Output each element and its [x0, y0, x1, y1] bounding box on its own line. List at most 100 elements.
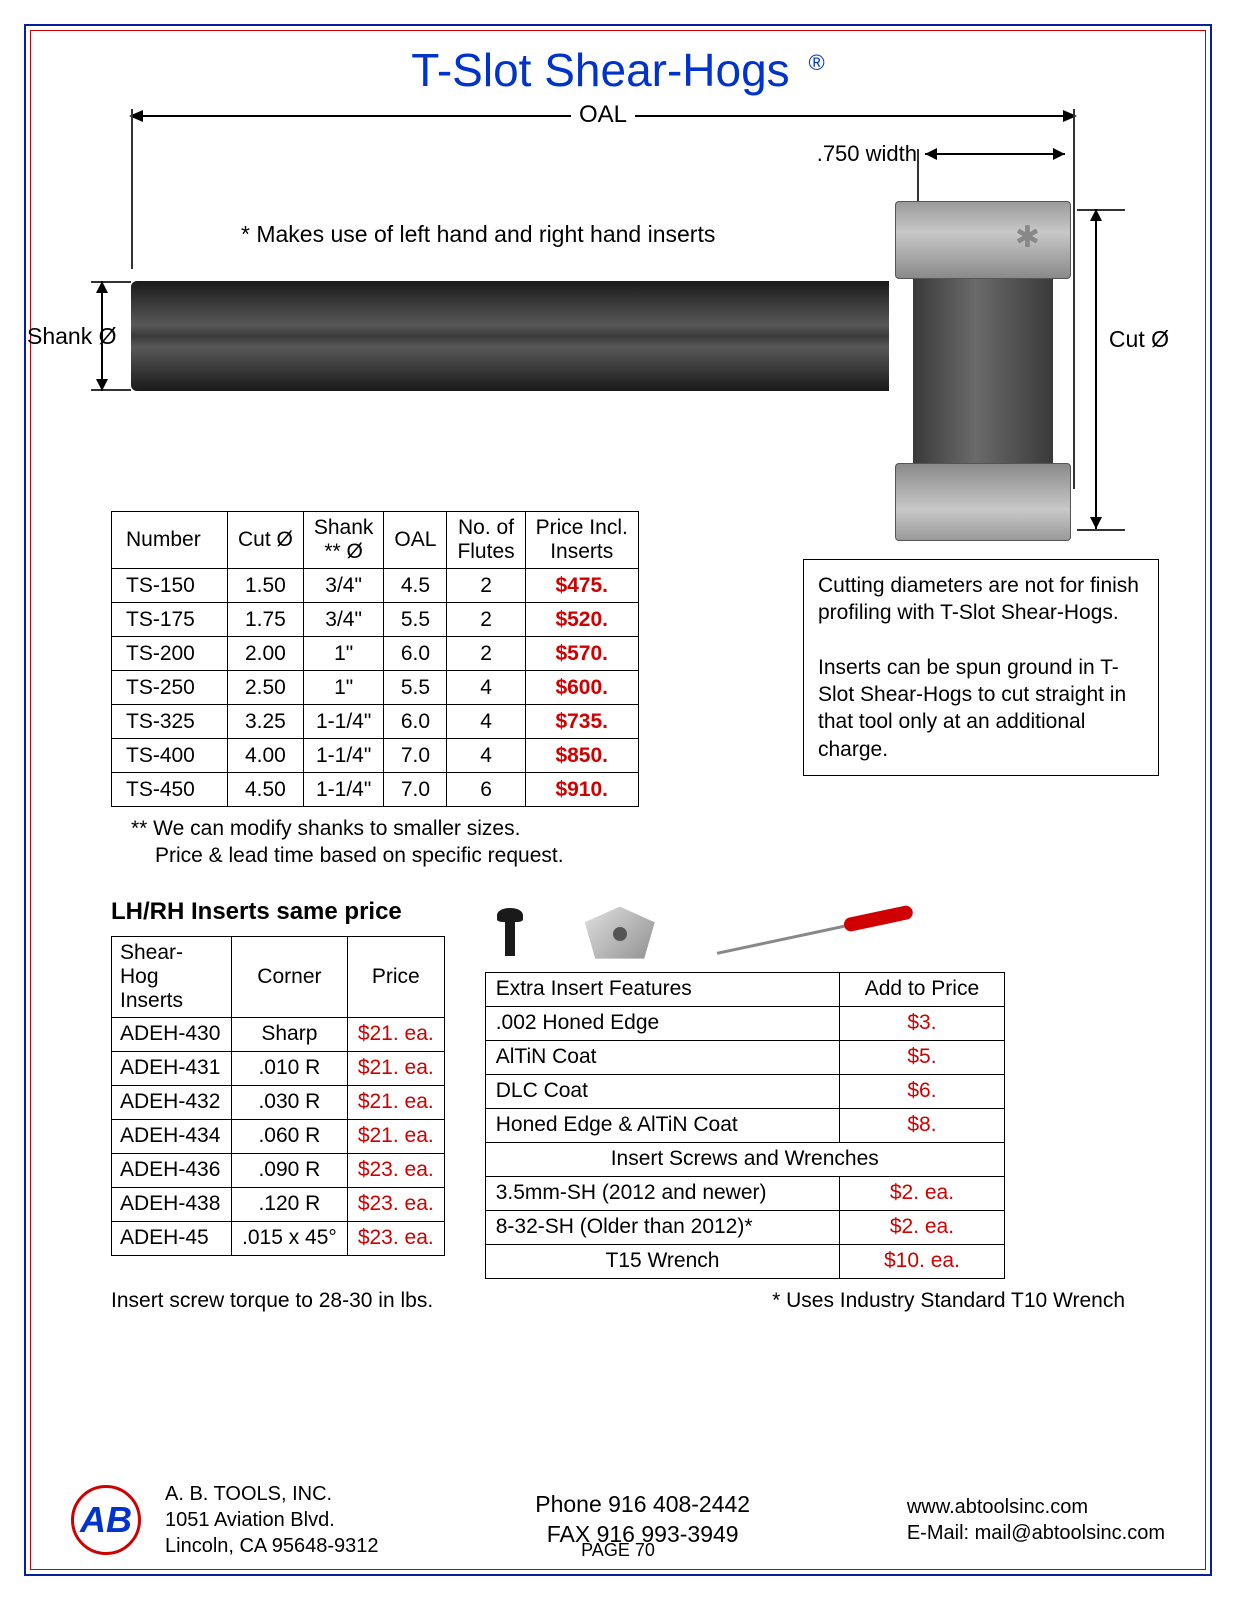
table-cell: 4.5	[384, 569, 447, 603]
table-cell: 6	[447, 773, 525, 807]
table-cell: 5.5	[384, 671, 447, 705]
table-cell: .090 R	[232, 1153, 348, 1187]
table-cell: 4.50	[228, 773, 304, 807]
table-cell: ADEH-431	[112, 1051, 232, 1085]
table-cell: 1.75	[228, 603, 304, 637]
table-cell: ADEH-430	[112, 1017, 232, 1051]
table-cell: 7.0	[384, 773, 447, 807]
main-spec-table: NumberCut ØShank** ØOALNo. ofFlutesPrice…	[111, 511, 639, 807]
table-cell: 8-32-SH (Older than 2012)*	[485, 1210, 839, 1244]
phone: Phone 916 408-2442	[403, 1490, 883, 1520]
table-row: ADEH-431.010 R$21. ea.	[112, 1051, 445, 1085]
table-cell: DLC Coat	[485, 1074, 839, 1108]
table-cell: Sharp	[232, 1017, 348, 1051]
column-header: Price Incl.Inserts	[525, 512, 638, 569]
table-cell: $23. ea.	[347, 1221, 444, 1255]
table-row: ADEH-432.030 R$21. ea.	[112, 1085, 445, 1119]
product-icons	[495, 898, 1165, 968]
footnote-line-1: ** We can modify shanks to smaller sizes…	[131, 815, 1165, 842]
table-cell: 4.00	[228, 739, 304, 773]
table-cell: T15 Wrench	[485, 1244, 839, 1278]
page-frame: T-Slot Shear-Hogs ® OAL .750 width * Mak…	[24, 24, 1212, 1576]
table-header-row: Extra Insert Features Add to Price	[485, 972, 1004, 1006]
table-row: .002 Honed Edge$3.	[485, 1006, 1004, 1040]
table-cell: 2.50	[228, 671, 304, 705]
shank-graphic	[131, 281, 889, 391]
inserts-heading: LH/RH Inserts same price	[111, 898, 445, 926]
table-cell: 3.25	[228, 705, 304, 739]
features-table: Extra Insert Features Add to Price .002 …	[485, 972, 1005, 1279]
inserts-table: Shear-HogInsertsCornerPrice ADEH-430Shar…	[111, 936, 445, 1256]
column-header: Price	[347, 936, 444, 1017]
table-cell: 2	[447, 569, 525, 603]
table-cell: $21. ea.	[347, 1017, 444, 1051]
column-header: Cut Ø	[228, 512, 304, 569]
table-cell: $8.	[840, 1108, 1005, 1142]
table-cell: .002 Honed Edge	[485, 1006, 839, 1040]
table-cell: 1.50	[228, 569, 304, 603]
column-header: Shear-HogInserts	[112, 936, 232, 1017]
page-title: T-Slot Shear-Hogs ®	[71, 43, 1165, 97]
table-cell: 1-1/4"	[303, 773, 384, 807]
screws-section-header: Insert Screws and Wrenches	[485, 1142, 1004, 1176]
tool-diagram: OAL .750 width * Makes use of left hand …	[71, 101, 1165, 481]
column-header: Shank** Ø	[303, 512, 384, 569]
table-cell: $21. ea.	[347, 1051, 444, 1085]
wrench-note: * Uses Industry Standard T10 Wrench	[772, 1289, 1125, 1313]
table-row: 3.5mm-SH (2012 and newer)$2. ea.	[485, 1176, 1004, 1210]
table-cell: ADEH-434	[112, 1119, 232, 1153]
table-section-row: Insert Screws and Wrenches	[485, 1142, 1004, 1176]
table-cell: Honed Edge & AlTiN Coat	[485, 1108, 839, 1142]
column-header: Corner	[232, 936, 348, 1017]
table-row: TS-1501.503/4"4.52$475.	[112, 569, 639, 603]
dimension-width: .750 width	[817, 141, 1065, 167]
table-cell: .015 x 45°	[232, 1221, 348, 1255]
table-row: ADEH-430Sharp$21. ea.	[112, 1017, 445, 1051]
table-cell: 4	[447, 739, 525, 773]
table-header-row: Shear-HogInsertsCornerPrice	[112, 936, 445, 1017]
title-text: T-Slot Shear-Hogs	[411, 44, 789, 96]
table-cell: TS-250	[112, 671, 228, 705]
table-cell: .010 R	[232, 1051, 348, 1085]
table-cell: 7.0	[384, 739, 447, 773]
dimension-oal: OAL	[131, 101, 1075, 129]
table-cell: 1"	[303, 637, 384, 671]
address-line-1: 1051 Aviation Blvd.	[165, 1507, 379, 1533]
features-header-right: Add to Price	[840, 972, 1005, 1006]
side-note-box: Cutting diameters are not for finish pro…	[803, 559, 1159, 776]
width-label: .750 width	[817, 141, 917, 167]
table-cell: 3/4"	[303, 569, 384, 603]
table-row: ADEH-436.090 R$23. ea.	[112, 1153, 445, 1187]
table-row: TS-4504.501-1/4"7.06$910.	[112, 773, 639, 807]
screwdriver-icon	[716, 907, 914, 958]
table-cell: ADEH-432	[112, 1085, 232, 1119]
table-cell: .120 R	[232, 1187, 348, 1221]
table-row: ADEH-438.120 R$23. ea.	[112, 1187, 445, 1221]
table-cell: $2. ea.	[840, 1210, 1005, 1244]
table-cell: $23. ea.	[347, 1187, 444, 1221]
table-row: TS-2502.501"5.54$600.	[112, 671, 639, 705]
table-cell: $10. ea.	[840, 1244, 1005, 1278]
side-note-1: Cutting diameters are not for finish pro…	[818, 572, 1144, 627]
table-row: 8-32-SH (Older than 2012)*$2. ea.	[485, 1210, 1004, 1244]
table-row: Honed Edge & AlTiN Coat$8.	[485, 1108, 1004, 1142]
table-cell: $3.	[840, 1006, 1005, 1040]
shank-label: Shank Ø	[27, 323, 117, 350]
table-row: DLC Coat$6.	[485, 1074, 1004, 1108]
table-cell: 1-1/4"	[303, 705, 384, 739]
table-cell: TS-150	[112, 569, 228, 603]
table-cell: TS-325	[112, 705, 228, 739]
table-cell: $23. ea.	[347, 1153, 444, 1187]
column-header: No. ofFlutes	[447, 512, 525, 569]
table-row: ADEH-45.015 x 45°$23. ea.	[112, 1221, 445, 1255]
table-cell: $850.	[525, 739, 638, 773]
table-cell: $21. ea.	[347, 1119, 444, 1153]
company-name: A. B. TOOLS, INC.	[165, 1481, 379, 1507]
trademark: ®	[808, 50, 824, 75]
table-cell: $735.	[525, 705, 638, 739]
torque-note: Insert screw torque to 28-30 in lbs.	[111, 1289, 433, 1313]
table-cell: $910.	[525, 773, 638, 807]
table-cell: 2.00	[228, 637, 304, 671]
table-cell: TS-175	[112, 603, 228, 637]
table-row: TS-1751.753/4"5.52$520.	[112, 603, 639, 637]
